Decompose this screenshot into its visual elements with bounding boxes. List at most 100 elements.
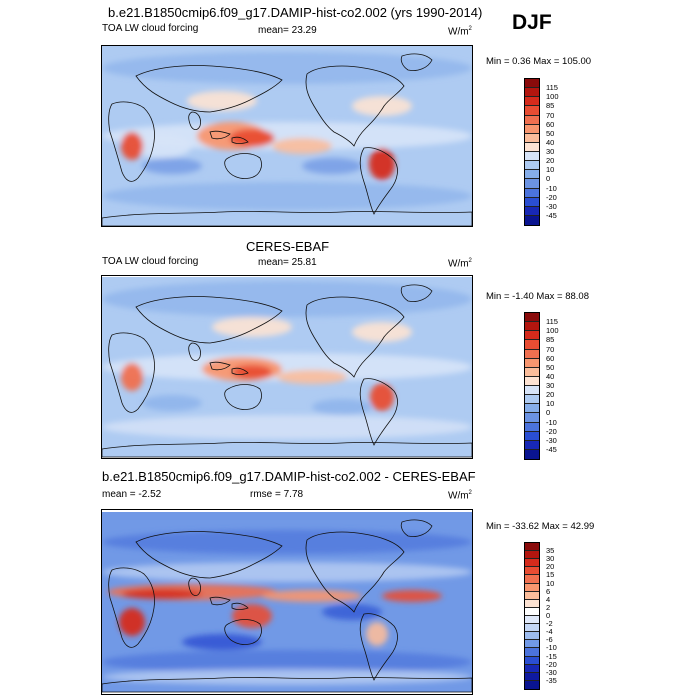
field-contour [382, 590, 442, 602]
colorbar-box [525, 367, 539, 377]
coastline [188, 342, 201, 361]
coastline [400, 519, 433, 537]
field-contour [182, 634, 262, 650]
colorbar-tick-label: 50 [546, 362, 555, 372]
field-contour [187, 91, 257, 111]
field-contour [232, 365, 272, 379]
coastline [224, 384, 262, 410]
panel-3-minmax: Min = -33.62 Max = 42.99 [486, 521, 595, 532]
field-contour [121, 363, 143, 391]
colorbar-tick-label: 20 [546, 562, 555, 572]
colorbar-box [525, 142, 539, 152]
colorbar-tick-label: 2 [546, 602, 551, 612]
field-contour [366, 622, 388, 646]
panel-3-left-label: mean = -2.52 [102, 489, 162, 500]
coastline [305, 531, 405, 613]
colorbar-tick-label: 0 [546, 408, 551, 418]
colorbar-box [525, 672, 539, 681]
panel-1-colorbar [524, 78, 540, 226]
colorbar-tick-label: 100 [546, 326, 559, 336]
field-contour [370, 383, 394, 411]
colorbar-tick-label: -30 [546, 435, 557, 445]
colorbar-box [525, 322, 539, 332]
coastline [209, 596, 249, 610]
colorbar-tick-label: -30 [546, 201, 557, 211]
field-contour [121, 132, 143, 160]
colorbar-tick-label: 35 [546, 546, 555, 556]
panel-1-map [101, 45, 473, 227]
colorbar-tick-label: 0 [546, 174, 551, 184]
colorbar-box [525, 583, 539, 592]
colorbar-box [525, 340, 539, 350]
colorbar-box [525, 615, 539, 625]
colorbar-box [525, 124, 539, 134]
colorbar-box [525, 97, 539, 107]
coastline [359, 378, 398, 446]
colorbar-box [525, 349, 539, 359]
field-contour [102, 353, 472, 381]
field-contour [322, 604, 382, 620]
colorbar-box [525, 664, 539, 673]
colorbar-tick-label: 115 [546, 317, 558, 327]
coastline [209, 130, 249, 144]
colorbar-box [525, 422, 539, 432]
colorbar-box [525, 215, 539, 225]
field-contour [352, 96, 412, 116]
field-contour [102, 669, 472, 685]
colorbar-box [525, 567, 539, 576]
colorbar-tick-label: -6 [546, 635, 553, 645]
colorbar-box [525, 88, 539, 98]
field-contour [102, 182, 472, 210]
field-contour [102, 562, 472, 582]
colorbar-tick-label: 0 [546, 611, 551, 620]
panel-1-units: W/m2 [448, 26, 472, 38]
colorbar-tick-label: 50 [546, 128, 555, 138]
coastline [305, 296, 405, 378]
colorbar-tick-label: 30 [546, 554, 555, 564]
colorbar-tick-label: 115 [546, 83, 558, 93]
colorbar-tick-label: -2 [546, 619, 553, 629]
colorbar-tick-label: 20 [546, 390, 555, 400]
panel-3-map [101, 509, 473, 695]
colorbar-box [525, 170, 539, 180]
panel-1-map-field [102, 46, 472, 226]
coastline [102, 442, 472, 458]
colorbar-tick-label: 70 [546, 344, 555, 354]
field-contour [277, 370, 347, 384]
colorbar-tick-label: 40 [546, 371, 555, 381]
colorbar-box [525, 680, 539, 689]
colorbar-tick-label: 30 [546, 147, 555, 156]
colorbar-tick-label: -35 [546, 675, 557, 685]
panel-1-title: b.e21.B1850cmip6.f09_g17.DAMIP-hist-co2.… [108, 5, 483, 20]
colorbar-box [525, 575, 539, 584]
field-contour [312, 399, 372, 415]
colorbar-tick-label: 100 [546, 92, 559, 102]
field-contour [262, 590, 362, 602]
colorbar-tick-label: 40 [546, 137, 555, 147]
panel-2-units: W/m2 [448, 258, 472, 270]
colorbar-tick-label: -4 [546, 627, 553, 637]
panel-2-map-field [102, 277, 472, 458]
colorbar-box [525, 599, 539, 608]
field-contour [119, 608, 145, 636]
colorbar-box [525, 559, 539, 568]
panel-2-minmax: Min = -1.40 Max = 88.08 [486, 291, 589, 302]
field-contour [142, 158, 202, 174]
panel-2-colorbar [524, 312, 540, 460]
coastline [102, 677, 472, 693]
field-contour [352, 322, 412, 342]
colorbar-tick-label: 15 [546, 570, 555, 580]
colorbar-box [525, 543, 539, 552]
coastline [135, 296, 283, 344]
field-contour [102, 415, 472, 439]
colorbar-box [525, 152, 539, 162]
colorbar-box [525, 358, 539, 368]
coastline [359, 147, 398, 215]
field-contour [132, 134, 192, 158]
field-contour [102, 52, 472, 84]
panel-2-title: CERES-EBAF [246, 239, 330, 254]
field-contour [232, 604, 272, 628]
field-contour [212, 317, 292, 337]
coastline [400, 53, 433, 71]
panel-2-left-label: TOA LW cloud forcing [102, 256, 199, 267]
